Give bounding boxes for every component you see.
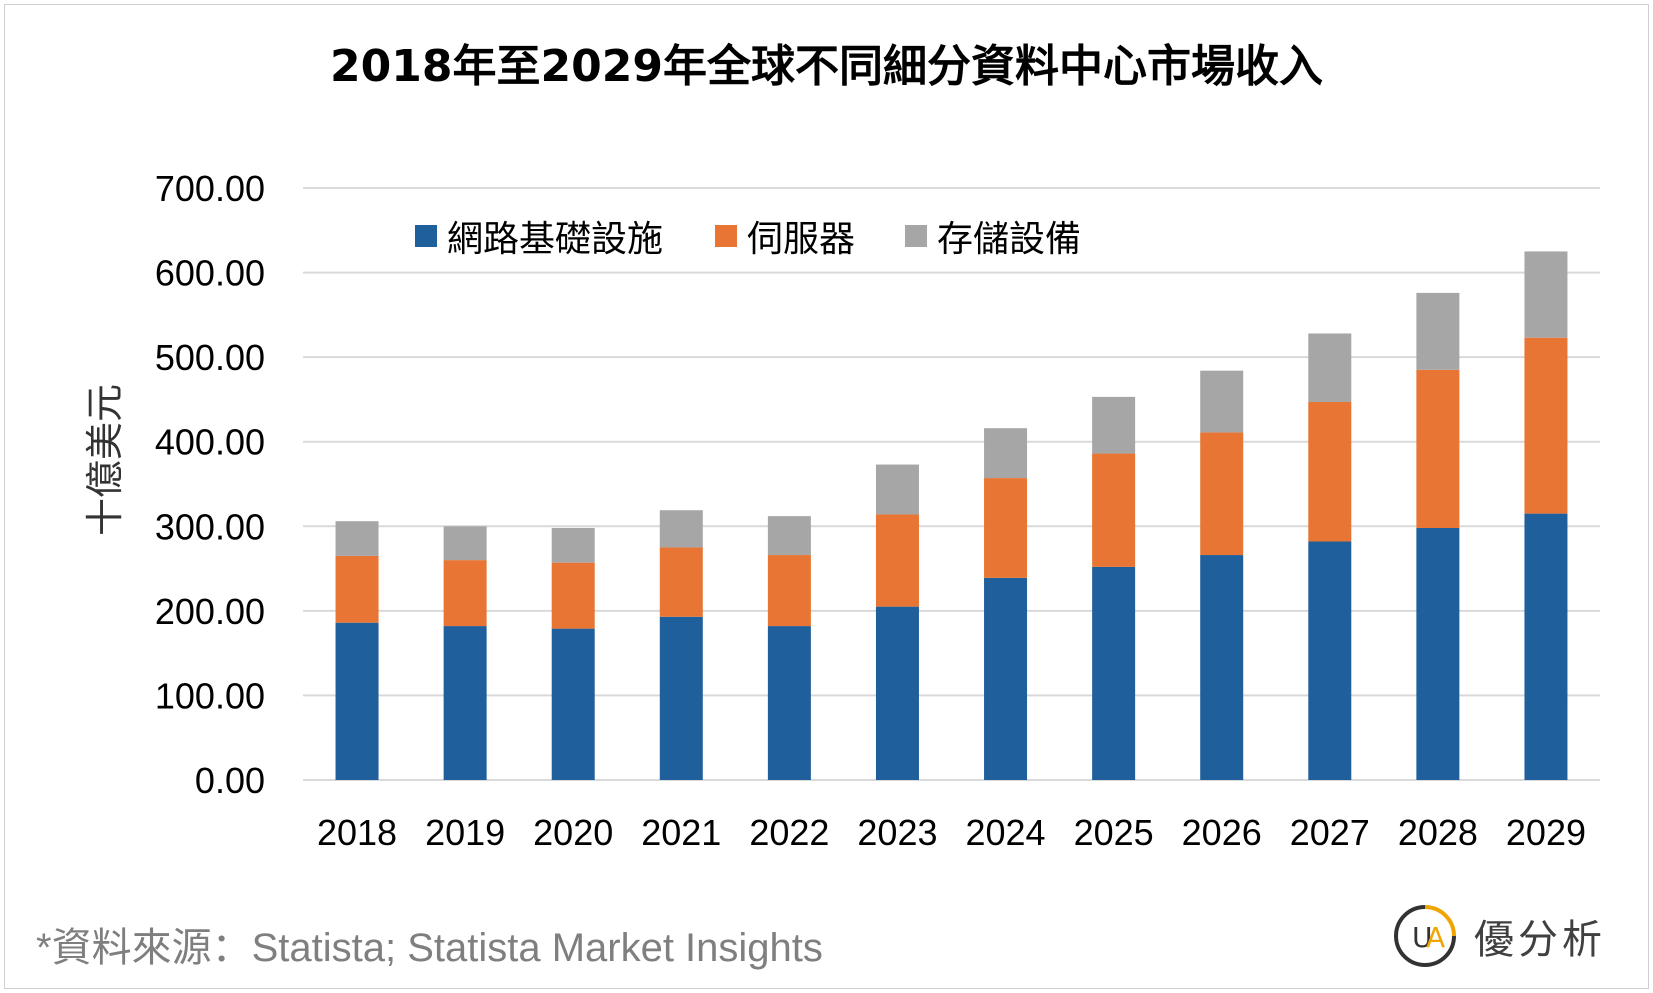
y-tick-label: 400.00 [155, 422, 265, 463]
y-tick-label: 0.00 [195, 760, 265, 801]
svg-text:U: U [1412, 921, 1433, 954]
svg-text:A: A [1426, 921, 1445, 954]
chart-title: 2018年至2029年全球不同細分資料中心市場收入 [330, 41, 1323, 92]
brand-logo: U A 優分析 [1390, 896, 1606, 976]
bar-segment [1200, 432, 1244, 556]
x-tick-labels: 2018 2019 2020 2021 2022 2023 2024 2025 2026 2027… [317, 812, 1586, 853]
x-tick-label: 2024 [965, 812, 1045, 853]
bar-segment [1416, 292, 1460, 370]
bar-segment [443, 560, 487, 627]
x-tick-label: 2018 [317, 812, 397, 853]
bar-segment [767, 626, 811, 780]
brand-name: 優分析 [1474, 917, 1606, 963]
bar-segment [659, 547, 703, 617]
y-tick-label: 300.00 [155, 506, 265, 547]
ua-logo-icon: U A [1394, 905, 1456, 967]
x-tick-label: 2020 [533, 812, 613, 853]
bar-segment [984, 577, 1028, 780]
legend-swatch [905, 225, 927, 247]
source-note: *資料來源：Statista; Statista Market Insights [36, 926, 823, 970]
x-tick-label: 2025 [1074, 812, 1154, 853]
bar-segment [335, 555, 379, 623]
grid-lines [303, 187, 1600, 781]
x-tick-label: 2021 [641, 812, 721, 853]
bar-segment [1200, 555, 1244, 780]
x-tick-label: 2022 [749, 812, 829, 853]
bar-segment [443, 526, 487, 561]
bar-segment [767, 555, 811, 627]
bar-segment [1092, 453, 1136, 567]
bar-segment [1200, 370, 1244, 433]
bar-stacks [335, 251, 1568, 780]
y-tick-label: 600.00 [155, 253, 265, 294]
bar-segment [335, 622, 379, 780]
bar-segment [659, 510, 703, 548]
y-tick-labels: 0.00 100.00 200.00 300.00 400.00 500.00 600.00… [155, 168, 265, 801]
bar-segment [1524, 251, 1568, 338]
bar-segment [875, 464, 919, 515]
x-tick-label: 2023 [857, 812, 937, 853]
bar-segment [1308, 333, 1352, 402]
bar-segment [984, 428, 1028, 479]
legend-label: 網路基礎設施 [447, 219, 663, 260]
bar-segment [1308, 541, 1352, 780]
bar-segment [1416, 527, 1460, 780]
bar-segment [875, 606, 919, 780]
y-axis-label: 十億美元 [83, 384, 127, 536]
x-tick-label: 2029 [1506, 812, 1586, 853]
bar-segment [1524, 513, 1568, 780]
y-tick-label: 700.00 [155, 168, 265, 209]
bar-segment [335, 521, 379, 556]
bar-segment [443, 626, 487, 780]
chart-frame [4, 4, 1649, 989]
bar-segment [875, 514, 919, 607]
y-tick-label: 100.00 [155, 675, 265, 716]
bar-segment [1092, 566, 1136, 780]
legend-swatch [715, 225, 737, 247]
bar-segment [1308, 401, 1352, 542]
x-tick-label: 2028 [1398, 812, 1478, 853]
bar-segment [1092, 396, 1136, 454]
legend-label: 伺服器 [747, 219, 855, 260]
bar-segment [1416, 369, 1460, 528]
bar-segment [551, 628, 595, 780]
bar-segment [551, 527, 595, 563]
bar-segment [984, 478, 1028, 578]
bar-segment [551, 562, 595, 629]
bar-segment [659, 616, 703, 780]
x-tick-label: 2026 [1182, 812, 1262, 853]
y-tick-label: 500.00 [155, 337, 265, 378]
y-tick-label: 200.00 [155, 591, 265, 632]
bar-segment [1524, 337, 1568, 514]
legend-swatch [415, 225, 437, 247]
x-tick-label: 2027 [1290, 812, 1370, 853]
legend: 網路基礎設施 伺服器 存儲設備 [415, 219, 1081, 260]
bar-segment [767, 516, 811, 556]
x-tick-label: 2019 [425, 812, 505, 853]
legend-label: 存儲設備 [937, 219, 1081, 260]
